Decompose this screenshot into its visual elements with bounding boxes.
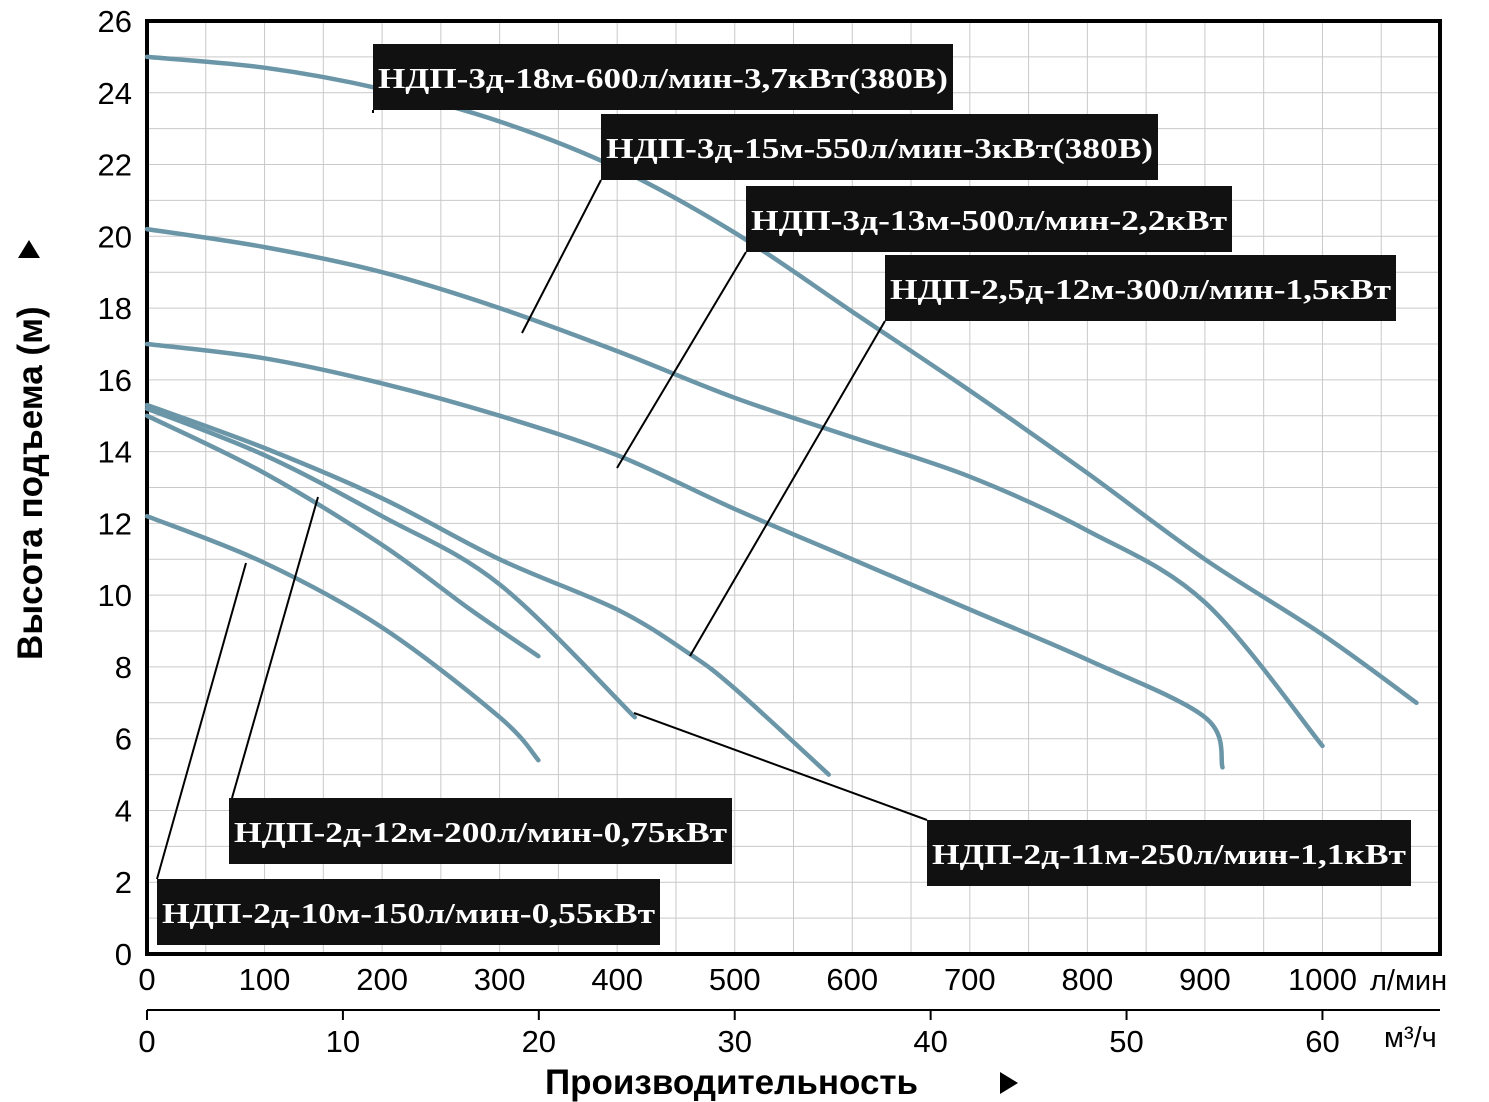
y-tick-label: 6: [115, 722, 132, 757]
series-label-text: НДП-2д-12м-200л/мин-0,75кВт: [234, 817, 727, 849]
series-labels: НДП-3д-18м-600л/мин-3,7кВт(380В) НДП-3д-1…: [157, 44, 1411, 945]
x-axis-title-text: Производительность: [545, 1063, 918, 1102]
series-label: НДП-3д-15м-550л/мин-3кВт(380В): [601, 114, 1158, 180]
y-tick-label: 14: [98, 435, 132, 470]
series-label: НДП-2д-11м-250л/мин-1,1кВт: [927, 820, 1411, 886]
series-label-box: [229, 798, 732, 864]
leader-line: [156, 562, 247, 880]
series-curve: [144, 341, 1225, 770]
x2-tick-label: 20: [522, 1024, 556, 1059]
y-tick-label: 4: [115, 793, 132, 828]
series-curve: [144, 226, 1325, 749]
series-curve: [144, 513, 541, 763]
series-label-text: НДП-3д-15м-550л/мин-3кВт(380В): [606, 133, 1153, 165]
leader-line: [633, 712, 928, 821]
leader-line: [689, 320, 886, 657]
x-tick-label: 300: [474, 962, 526, 997]
x-axis-ticks-lpm: 0 100 200 300 400 500 600 700 800 900 1000: [138, 962, 1357, 997]
plot-frame: [145, 19, 1442, 956]
leader-line: [231, 496, 319, 799]
x-axis-arrow-icon: [1000, 1072, 1018, 1094]
x2-tick-label: 60: [1305, 1024, 1339, 1059]
y-tick-label: 16: [98, 363, 132, 398]
y-tick-label: 12: [98, 506, 132, 541]
series-label-box: [746, 186, 1232, 252]
series-label: НДП-2д-12м-200л/мин-0,75кВт: [229, 798, 732, 864]
leader-line: [616, 251, 747, 469]
y-tick-label: 2: [115, 865, 132, 900]
series-label-text: НДП-2д-11м-250л/мин-1,1кВт: [932, 839, 1406, 871]
series-label-box: [927, 820, 1411, 886]
y-tick-label: 10: [98, 578, 132, 613]
y-axis-arrow-icon: [18, 240, 40, 258]
series-label-box: [373, 44, 953, 110]
y-axis-title: Высота подъема (м): [11, 240, 50, 660]
series-label: НДП-2,5д-12м-300л/мин-1,5кВт: [885, 255, 1396, 321]
x-tick-label: 800: [1061, 962, 1113, 997]
leader-lines: [156, 110, 928, 880]
y-tick-label: 8: [115, 650, 132, 685]
y-tick-label: 22: [98, 148, 132, 183]
series-label: НДП-2д-10м-150л/мин-0,55кВт: [157, 879, 660, 945]
x2-tick-label: 30: [717, 1024, 751, 1059]
series-label-text: НДП-2,5д-12м-300л/мин-1,5кВт: [890, 274, 1391, 306]
series-curve: [144, 413, 541, 659]
y-axis-title-text: Высота подъема (м): [11, 306, 50, 660]
x-tick-label: 400: [591, 962, 643, 997]
x-tick-label: 500: [709, 962, 761, 997]
y-tick-label: 18: [98, 291, 132, 326]
x2-tick-label: 0: [138, 1024, 155, 1059]
x-axis-ticks-m3h: 0 10 20 30 40 50 60: [138, 1010, 1340, 1059]
y-tick-label: 26: [98, 4, 132, 39]
x-tick-label: 1000: [1288, 962, 1357, 997]
x2-tick-label: 50: [1109, 1024, 1143, 1059]
x-unit-label: л/мин: [1370, 965, 1447, 997]
x-tick-label: 100: [239, 962, 291, 997]
leader-line: [521, 179, 602, 334]
series-label: НДП-3д-13м-500л/мин-2,2кВт: [746, 186, 1232, 252]
series-label-text: НДП-3д-18м-600л/мин-3,7кВт(380В): [378, 63, 948, 95]
x-tick-label: 700: [944, 962, 996, 997]
x-tick-label: 900: [1179, 962, 1231, 997]
series-label-text: НДП-2д-10м-150л/мин-0,55кВт: [162, 898, 655, 930]
series-label-box: [601, 114, 1158, 180]
y-tick-label: 0: [115, 937, 132, 972]
x2-tick-label: 10: [326, 1024, 360, 1059]
y-tick-label: 24: [98, 76, 132, 111]
series-curve: [144, 402, 832, 777]
x2-unit-label: м³/ч: [1384, 1022, 1437, 1054]
series-label-box: [885, 255, 1396, 321]
series-label: НДП-3д-18м-600л/мин-3,7кВт(380В): [373, 44, 953, 110]
x-axis-title: Производительность: [545, 1063, 1018, 1102]
series-curve: [144, 406, 638, 720]
x-tick-label: 200: [356, 962, 408, 997]
x2-tick-label: 40: [913, 1024, 947, 1059]
series-label-text: НДП-3д-13м-500л/мин-2,2кВт: [751, 205, 1227, 237]
series-label-box: [157, 879, 660, 945]
x-tick-label: 600: [826, 962, 878, 997]
y-tick-label: 20: [98, 219, 132, 254]
x-tick-label: 0: [138, 962, 155, 997]
